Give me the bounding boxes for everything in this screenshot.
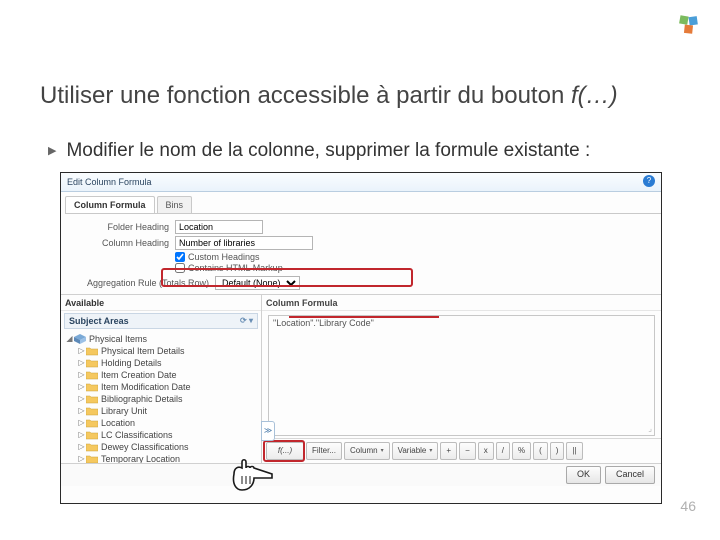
aggregation-select[interactable]: Default (None) bbox=[215, 276, 300, 290]
column-heading-input[interactable] bbox=[175, 236, 313, 250]
page-title: Utiliser une fonction accessible à parti… bbox=[40, 82, 618, 110]
folder-icon bbox=[86, 418, 98, 428]
custom-headings-checkbox[interactable] bbox=[175, 252, 185, 262]
folder-icon bbox=[86, 442, 98, 452]
folder-icon bbox=[86, 370, 98, 380]
dialog-titlebar: Edit Column Formula ? bbox=[61, 173, 661, 192]
dialog-screenshot: Edit Column Formula ? Column Formula Bin… bbox=[60, 172, 662, 504]
custom-headings-label: Custom Headings bbox=[188, 252, 260, 262]
folder-heading-label: Folder Heading bbox=[69, 222, 175, 232]
folder-icon bbox=[86, 430, 98, 440]
plus-button[interactable]: + bbox=[440, 442, 457, 460]
contains-html-label: Contains HTML Markup bbox=[188, 263, 283, 273]
column-heading-label: Column Heading bbox=[69, 238, 175, 248]
subject-areas-header[interactable]: Subject Areas ⟳ ▾ bbox=[64, 313, 258, 329]
tree-item[interactable]: ▷Bibliographic Details bbox=[63, 393, 259, 405]
folder-icon bbox=[86, 406, 98, 416]
cancel-button[interactable]: Cancel bbox=[605, 466, 655, 484]
subject-tools-icon[interactable]: ⟳ ▾ bbox=[240, 316, 253, 325]
tree-item[interactable]: ▷Location bbox=[63, 417, 259, 429]
help-icon[interactable]: ? bbox=[643, 175, 655, 187]
bullet-text: Modifier le nom de la colonne, supprimer… bbox=[66, 140, 590, 161]
title-fx: f(…) bbox=[571, 82, 618, 109]
aggregation-label: Aggregation Rule (Totals Row) bbox=[69, 278, 215, 288]
folder-icon bbox=[86, 346, 98, 356]
dialog-footer: OK Cancel bbox=[61, 463, 661, 486]
minus-button[interactable]: − bbox=[459, 442, 476, 460]
expand-handle[interactable]: ≫ bbox=[261, 421, 275, 441]
formula-textarea[interactable]: "Location"."Library Code" ⌟ bbox=[268, 315, 655, 436]
pct-button[interactable]: % bbox=[512, 442, 531, 460]
tree-item[interactable]: ▷Dewey Classifications bbox=[63, 441, 259, 453]
dialog-title: Edit Column Formula bbox=[67, 177, 152, 187]
subject-tree: ◢ Physical Items ▷Physical Item Details▷… bbox=[61, 331, 261, 463]
rparen-button[interactable]: ) bbox=[550, 442, 565, 460]
tree-item[interactable]: ▷Holding Details bbox=[63, 357, 259, 369]
folder-heading-input[interactable] bbox=[175, 220, 263, 234]
folder-icon bbox=[86, 394, 98, 404]
logo bbox=[678, 14, 700, 36]
tree-item[interactable]: ▷Item Creation Date bbox=[63, 369, 259, 381]
div-button[interactable]: / bbox=[496, 442, 510, 460]
cube-icon bbox=[74, 334, 86, 344]
ok-button[interactable]: OK bbox=[566, 466, 601, 484]
resize-handle-icon[interactable]: ⌟ bbox=[648, 424, 652, 433]
filter-button[interactable]: Filter... bbox=[306, 442, 342, 460]
tree-item[interactable]: ▷Library Unit bbox=[63, 405, 259, 417]
times-button[interactable]: x bbox=[478, 442, 494, 460]
available-pane: Available Subject Areas ⟳ ▾ ◢ Physical I… bbox=[61, 295, 262, 463]
tree-item[interactable]: ▷Physical Item Details bbox=[63, 345, 259, 357]
bullet-row: ▶ Modifier le nom de la colonne, supprime… bbox=[48, 140, 590, 162]
tree-root[interactable]: ◢ Physical Items bbox=[63, 333, 259, 345]
page-number: 46 bbox=[680, 498, 696, 514]
tab-bins[interactable]: Bins bbox=[157, 196, 193, 213]
concat-button[interactable]: || bbox=[566, 442, 582, 460]
formula-text: "Location"."Library Code" bbox=[273, 318, 374, 328]
formula-toolbar: f(...) Filter... Column▾ Variable▾ + − x… bbox=[262, 438, 661, 463]
column-button[interactable]: Column▾ bbox=[344, 442, 390, 460]
bullet-icon: ▶ bbox=[48, 144, 56, 157]
tree-item[interactable]: ▷Temporary Location bbox=[63, 453, 259, 463]
available-title: Available bbox=[61, 295, 261, 311]
folder-icon bbox=[86, 358, 98, 368]
tree-item[interactable]: ▷LC Classifications bbox=[63, 429, 259, 441]
tree-item[interactable]: ▷Item Modification Date bbox=[63, 381, 259, 393]
variable-button[interactable]: Variable▾ bbox=[392, 442, 439, 460]
tab-bar: Column Formula Bins bbox=[65, 196, 661, 214]
lparen-button[interactable]: ( bbox=[533, 442, 548, 460]
title-text: Utiliser une fonction accessible à parti… bbox=[40, 82, 571, 109]
fx-button[interactable]: f(...) bbox=[266, 442, 304, 460]
folder-icon bbox=[86, 382, 98, 392]
folder-icon bbox=[86, 454, 98, 463]
column-formula-title: Column Formula bbox=[262, 295, 661, 311]
tab-column-formula[interactable]: Column Formula bbox=[65, 196, 155, 213]
contains-html-checkbox[interactable] bbox=[175, 263, 185, 273]
